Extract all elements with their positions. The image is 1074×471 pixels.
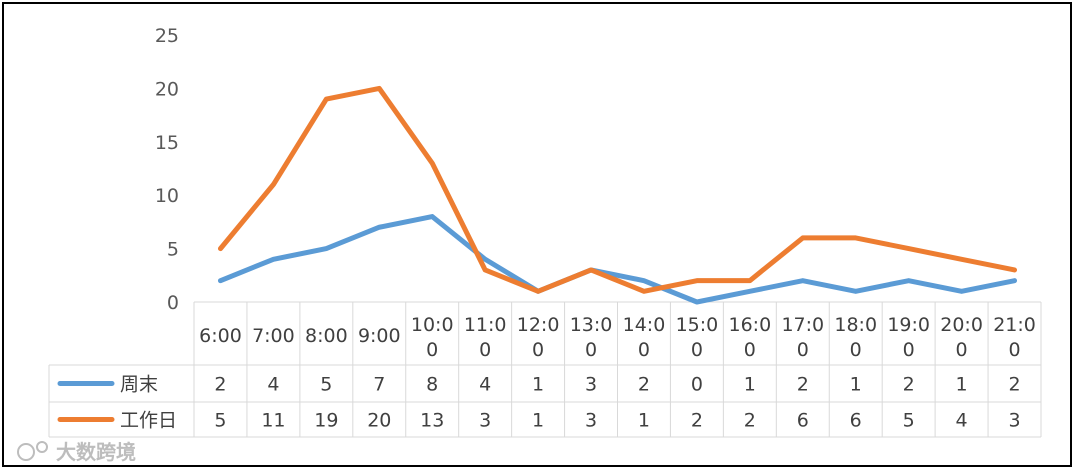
x-tick-label: 20:0 <box>940 314 983 336</box>
table-cell-value: 2 <box>1008 374 1020 396</box>
x-tick-label: 14:0 <box>623 314 666 336</box>
y-tick-label: 10 <box>155 185 179 207</box>
table-cell-value: 2 <box>797 374 809 396</box>
y-tick-label: 15 <box>155 132 179 154</box>
table-cell-value: 1 <box>956 374 968 396</box>
x-tick-label: 12:0 <box>517 314 560 336</box>
table-cell-value: 5 <box>903 410 915 432</box>
series-line <box>217 214 1018 305</box>
series-line <box>217 85 1018 294</box>
x-tick-label: 0 <box>1008 339 1020 361</box>
table-cell-value: 13 <box>420 410 444 432</box>
x-tick-label: 9:00 <box>358 325 401 347</box>
table-cell-value: 2 <box>638 374 650 396</box>
table-cell-value: 7 <box>373 374 385 396</box>
x-tick-label: 11:0 <box>464 314 507 336</box>
x-tick-label: 6:00 <box>199 325 242 347</box>
table-cell-value: 2 <box>903 374 915 396</box>
x-tick-label: 0 <box>585 339 597 361</box>
legend-label: 工作日 <box>120 410 177 432</box>
y-tick-label: 20 <box>155 78 179 100</box>
x-tick-label: 0 <box>797 339 809 361</box>
table-cell-value: 3 <box>1008 410 1020 432</box>
table-cell-value: 5 <box>320 374 332 396</box>
table-cell-value: 6 <box>797 410 809 432</box>
x-tick-label: 17:0 <box>781 314 824 336</box>
table-cell-value: 1 <box>744 374 756 396</box>
watermark: 大数跨境 <box>17 440 136 464</box>
table-cell-value: 1 <box>850 374 862 396</box>
table-cell-value: 4 <box>956 410 968 432</box>
x-tick-label: 0 <box>479 339 491 361</box>
table-cell-value: 6 <box>850 410 862 432</box>
table-cell-value: 1 <box>638 410 650 432</box>
y-tick-label: 25 <box>155 25 179 47</box>
table-cell-value: 2 <box>214 374 226 396</box>
table-cell-value: 19 <box>314 410 338 432</box>
table-cell-value: 4 <box>267 374 279 396</box>
table-cell-value: 20 <box>367 410 391 432</box>
series-lines <box>217 85 1018 305</box>
legend-label: 周末 <box>120 374 158 396</box>
x-tick-label: 0 <box>638 339 650 361</box>
x-tick-label: 8:00 <box>305 325 348 347</box>
x-tick-label: 0 <box>691 339 703 361</box>
table-cell-value: 2 <box>744 410 756 432</box>
x-tick-label: 18:0 <box>834 314 877 336</box>
y-tick-label: 5 <box>167 239 179 261</box>
x-tick-label: 21:0 <box>993 314 1036 336</box>
x-tick-label: 19:0 <box>887 314 930 336</box>
table-cell-value: 4 <box>479 374 491 396</box>
x-tick-label: 0 <box>903 339 915 361</box>
x-tick-label: 0 <box>850 339 862 361</box>
x-tick-label: 7:00 <box>252 325 295 347</box>
x-tick-label: 15:0 <box>676 314 719 336</box>
table-cell-value: 0 <box>691 374 703 396</box>
table-cell-value: 11 <box>261 410 285 432</box>
x-tick-label: 0 <box>532 339 544 361</box>
watermark-text: 大数跨境 <box>56 440 136 464</box>
x-tick-label: 13:0 <box>570 314 613 336</box>
table-cell-value: 3 <box>585 410 597 432</box>
data-table: 6:00 7:00 8:00 9:00 10:0 0 11:0 0 12:0 0 13:0 0 14:0… <box>48 301 1042 438</box>
x-tick-label: 0 <box>426 339 438 361</box>
table-cell-value: 8 <box>426 374 438 396</box>
x-tick-label: 10:0 <box>411 314 454 336</box>
y-tick-label: 0 <box>167 292 179 314</box>
table-cell-value: 1 <box>532 374 544 396</box>
table-cell-value: 1 <box>532 410 544 432</box>
table-cell-value: 3 <box>479 410 491 432</box>
x-tick-label: 0 <box>956 339 968 361</box>
y-axis-ticks: 0 5 10 15 20 25 <box>155 25 179 314</box>
x-tick-label: 16:0 <box>729 314 772 336</box>
table-cell-value: 5 <box>214 410 226 432</box>
table-cell-value: 2 <box>691 410 703 432</box>
table-cell-value: 3 <box>585 374 597 396</box>
watermark-logo-icon-dot <box>36 441 48 453</box>
x-tick-label: 0 <box>744 339 756 361</box>
watermark-logo-icon <box>17 443 35 461</box>
